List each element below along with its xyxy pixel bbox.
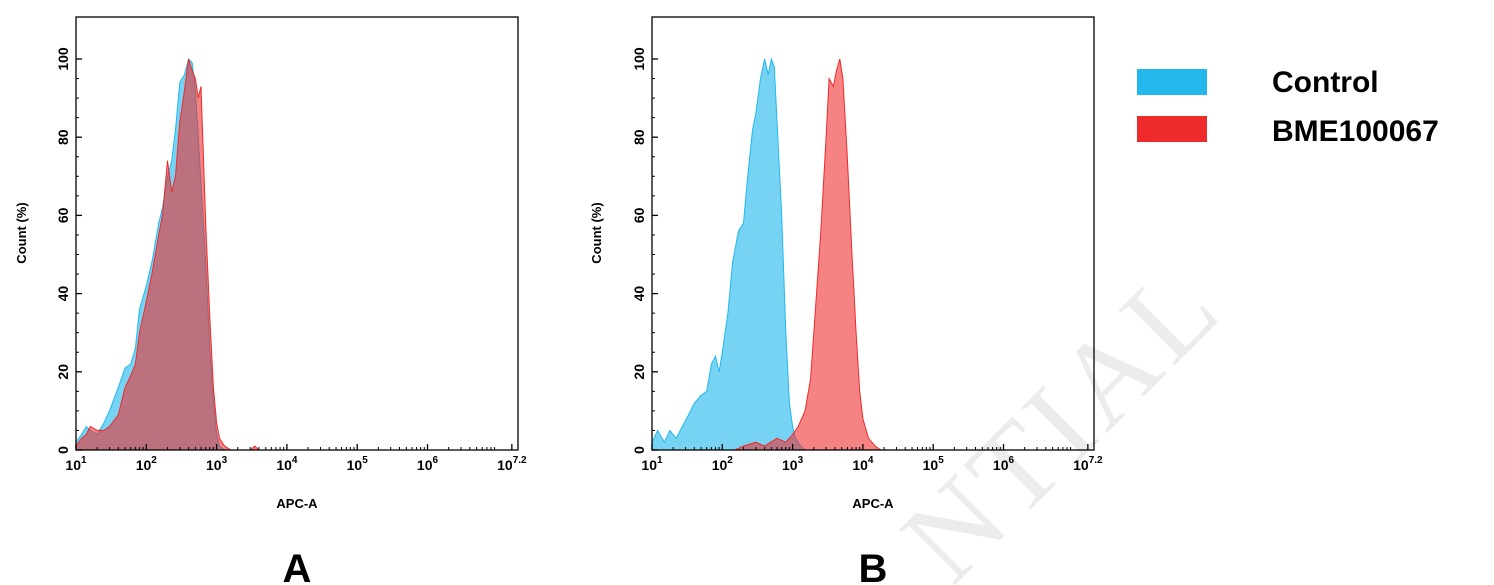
- x-tick-label: 107.2: [497, 455, 527, 473]
- x-tick-label: 104: [852, 455, 874, 473]
- x-tick-label: 102: [712, 455, 734, 473]
- panel-a: 0 20 40 60 80 100 101 102 103 104 105 106 107.2 APC…: [14, 16, 527, 585]
- y-axis-b: 0 20 40 60 80 100: [631, 47, 658, 454]
- x-tick-label: 104: [276, 455, 298, 473]
- y-axis-a: 0 20 40 60 80 100: [55, 47, 82, 454]
- y-tick-label: 40: [631, 286, 647, 302]
- panel-b: 0 20 40 60 80 100 101 102 103 104 105 106 107.2 APC…: [589, 16, 1103, 585]
- panel-label-b: B: [859, 547, 888, 585]
- legend-label-bme100067: BME100067: [1272, 115, 1439, 148]
- y-tick-label: 60: [55, 207, 71, 223]
- watermark-text: NTIAL: [876, 236, 1246, 585]
- x-tick-label: 102: [136, 455, 158, 473]
- x-tick-label: 105: [347, 455, 369, 473]
- y-tick-label: 80: [55, 129, 71, 145]
- series-area-control: [651, 57, 807, 451]
- watermark: NTIAL: [876, 236, 1246, 585]
- y-axis-title-b: Count (%): [589, 202, 604, 263]
- y-tick-label: 100: [631, 47, 647, 71]
- panel-label-a: A: [283, 547, 312, 585]
- y-tick-label: 0: [631, 446, 647, 454]
- x-tick-label: 106: [993, 455, 1015, 473]
- y-tick-label: 0: [55, 446, 71, 454]
- x-axis-title-a: APC-A: [276, 496, 318, 511]
- x-tick-label: 101: [641, 455, 663, 473]
- x-axis-b: 101 102 103 104 105 106 107.2: [641, 444, 1103, 473]
- x-tick-label: 105: [923, 455, 945, 473]
- x-tick-label: 103: [206, 455, 228, 473]
- plot-frame-a: [75, 16, 519, 451]
- x-axis-a: 101 102 103 104 105 106 107.2: [65, 444, 527, 473]
- series-area-bme100067: [75, 58, 261, 451]
- y-tick-label: 20: [55, 364, 71, 380]
- y-tick-label: 60: [631, 207, 647, 223]
- plot-area-a: [75, 57, 261, 451]
- legend-swatch-bme100067: [1137, 116, 1207, 142]
- x-tick-label: 107.2: [1073, 455, 1103, 473]
- plot-area-b: [651, 57, 883, 451]
- y-tick-label: 40: [55, 286, 71, 302]
- y-tick-label: 100: [55, 47, 71, 71]
- y-tick-label: 20: [631, 364, 647, 380]
- legend-label-control: Control: [1272, 66, 1379, 99]
- series-area-bme100067: [734, 58, 883, 451]
- x-axis-title-b: APC-A: [852, 496, 894, 511]
- y-tick-label: 80: [631, 129, 647, 145]
- legend: Control BME100067: [1137, 66, 1439, 148]
- x-tick-label: 103: [782, 455, 804, 473]
- y-axis-title-a: Count (%): [14, 202, 29, 263]
- legend-swatch-control: [1137, 69, 1207, 95]
- x-tick-label: 101: [65, 455, 87, 473]
- plot-frame-b: [651, 16, 1095, 451]
- x-tick-label: 106: [417, 455, 439, 473]
